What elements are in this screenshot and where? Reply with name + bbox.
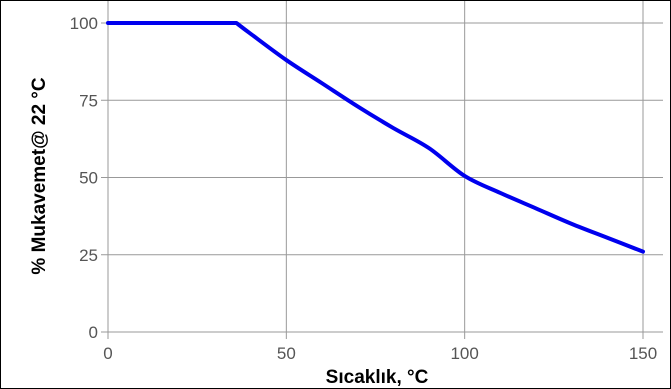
series-layer — [106, 21, 645, 254]
x-axis-ticks: 0 50 100 150 — [103, 332, 657, 363]
y-tick-label: 0 — [89, 323, 98, 342]
series-line-0 — [106, 21, 645, 254]
y-axis-ticks: 0 25 50 75 100 — [70, 14, 108, 342]
y-axis-title: % Mukavemet@ 22 °C — [29, 77, 50, 274]
y-tick-label: 50 — [79, 169, 98, 188]
y-tick-label: 75 — [79, 91, 98, 110]
x-tick-label: 100 — [450, 344, 478, 363]
x-tick-label: 150 — [629, 344, 657, 363]
grid-lines — [107, 1, 663, 333]
y-tick-label: 25 — [79, 246, 98, 265]
y-tick-label: 100 — [70, 14, 98, 33]
x-tick-label: 0 — [103, 344, 112, 363]
x-tick-label: 50 — [277, 344, 296, 363]
x-axis-title: Sıcaklık, °C — [326, 367, 429, 388]
